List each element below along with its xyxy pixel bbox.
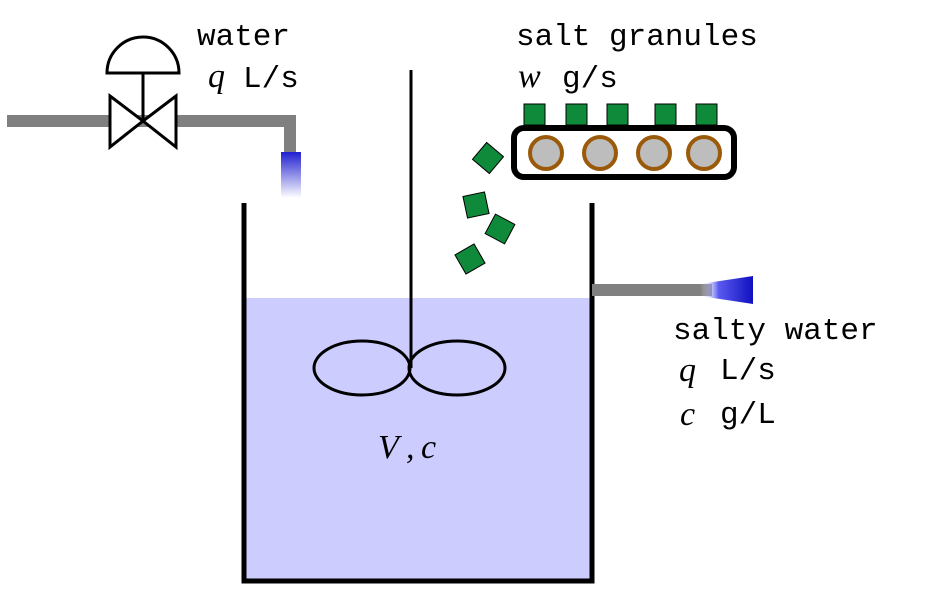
outlet-conc-unit: g/L [720,398,776,433]
salt-granule [471,141,505,175]
conveyor-belt [511,125,737,180]
salt-granule [484,213,516,245]
inlet-label: water [197,20,290,55]
salt-granules-falling [454,141,516,275]
salt-rate-symbol: w [518,58,541,95]
outlet-flow-unit: L/s [720,354,776,389]
roller [582,135,618,171]
salt-granule [462,191,490,219]
outlet-flow-symbol: q [679,352,696,389]
outlet-water-stream [700,276,753,304]
salt-granule [654,103,677,126]
impeller-blade-right [407,339,507,397]
salt-granule [523,103,546,126]
outlet-label: salty water [673,314,878,349]
inlet-flow-symbol: q [208,58,225,95]
salt-granule [565,103,588,126]
salt-granule [695,103,718,126]
salt-granules-on-belt [523,103,718,126]
tank-liquid [244,298,591,580]
inlet-pipe [7,115,296,152]
inlet-water-stream [281,152,301,198]
roller [636,135,672,171]
tank [241,203,595,584]
control-valve-icon [105,35,181,151]
outlet-pipe [592,276,753,304]
roller [686,135,722,171]
tank-label-separator: , [406,429,415,466]
roller [528,135,564,171]
outlet-conc-symbol: c [680,396,695,433]
tank-concentration-symbol: c [421,429,436,466]
salt-granule [606,103,629,126]
agitator [312,70,507,397]
salt-rate-unit: g/s [562,62,618,97]
salt-label: salt granules [516,20,758,55]
inlet-flow-unit: L/s [243,62,299,97]
salt-granule [454,243,486,275]
